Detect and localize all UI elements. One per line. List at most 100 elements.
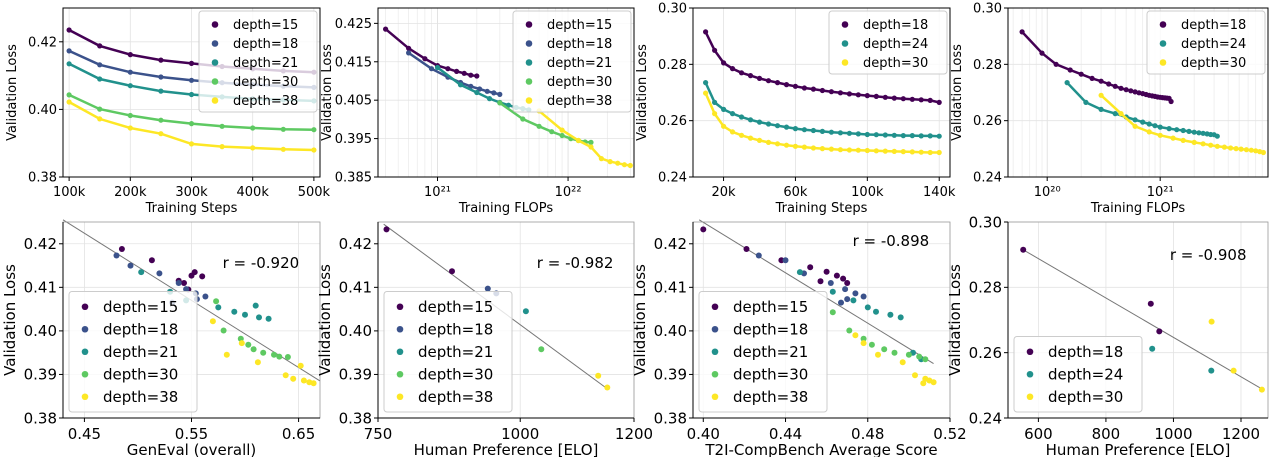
data-point <box>922 356 929 363</box>
data-point <box>801 144 808 150</box>
data-point <box>491 90 497 96</box>
data-point <box>127 83 133 89</box>
data-point <box>881 346 888 353</box>
data-point <box>181 280 187 286</box>
data-point <box>846 327 853 334</box>
data-point <box>756 119 763 125</box>
data-point <box>219 123 225 129</box>
data-point <box>712 47 718 53</box>
y-tick-label: 0.42 <box>28 35 57 50</box>
legend-label: depth=18 <box>733 321 808 339</box>
legend-item: depth=21 <box>211 56 298 71</box>
data-point <box>1208 367 1215 374</box>
chart-panel-5: 0.45 0.55 0.65 0.38 0.39 0.40 0.41 0.42 GenEval … <box>1 219 321 457</box>
data-point <box>936 99 942 105</box>
data-point <box>738 114 745 120</box>
data-point <box>819 87 826 94</box>
y-tick-label: 0.38 <box>654 409 687 427</box>
series-depth=38 <box>209 318 317 387</box>
data-point <box>873 93 879 99</box>
data-point <box>819 128 826 134</box>
x-tick-label: 200k <box>114 185 147 200</box>
data-point <box>1166 126 1172 132</box>
legend-marker <box>211 78 219 85</box>
x-tick-label: 1000 <box>501 425 539 443</box>
data-point <box>703 29 709 35</box>
data-point <box>920 380 927 387</box>
data-point <box>1089 75 1095 81</box>
data-point <box>1200 141 1206 147</box>
legend-item: depth=18 <box>211 37 298 52</box>
data-point <box>852 290 859 297</box>
legend-label: depth=30 <box>1048 388 1123 406</box>
data-point <box>817 278 824 285</box>
data-point <box>588 139 594 145</box>
y-tick-label: 0.41 <box>654 279 687 297</box>
x-axis-label: Training FLOPs <box>1090 201 1186 216</box>
data-point <box>852 332 859 339</box>
data-point <box>828 146 835 152</box>
legend-label: depth=30 <box>733 366 808 384</box>
data-point <box>497 100 503 106</box>
data-point <box>1253 148 1259 154</box>
data-point <box>838 299 844 306</box>
data-point <box>860 340 867 347</box>
data-point <box>721 60 727 66</box>
legend-label: depth=18 <box>418 321 493 339</box>
data-point <box>191 269 198 276</box>
data-point <box>158 88 164 94</box>
data-point <box>774 123 781 129</box>
series-depth=30 <box>1208 318 1265 393</box>
chart-panel-8: 600 800 1000 1200 0.24 0.26 0.28 0.30 Human Pref… <box>946 213 1269 457</box>
legend-label: depth=30 <box>863 56 928 71</box>
y-tick-label: 0.24 <box>969 409 1002 427</box>
data-point <box>721 106 727 112</box>
data-point <box>1039 50 1045 56</box>
legend-marker <box>1159 59 1167 66</box>
data-point <box>827 280 834 286</box>
legend-item: depth=30 <box>81 366 178 384</box>
legend-item: depth=24 <box>841 37 928 52</box>
data-point <box>256 314 262 321</box>
series-depth=30 <box>829 309 929 363</box>
data-point <box>202 293 209 300</box>
legend-label: depth=21 <box>233 56 298 71</box>
data-point <box>66 48 72 54</box>
y-tick-label: 0.24 <box>658 171 687 186</box>
data-point <box>1146 121 1152 127</box>
x-tick-label: 0.52 <box>933 425 966 443</box>
data-point <box>1147 300 1154 307</box>
legend-box <box>512 10 632 113</box>
data-point <box>891 148 897 154</box>
legend-item: depth=18 <box>81 321 178 339</box>
y-tick-label: 0.26 <box>973 114 1002 129</box>
series-depth=15 <box>700 226 851 286</box>
data-point <box>621 162 628 168</box>
legend-item: depth=18 <box>711 321 808 339</box>
data-point <box>219 144 225 150</box>
data-point <box>891 95 897 101</box>
data-point <box>909 96 915 102</box>
data-point <box>846 147 853 153</box>
data-point <box>855 92 861 98</box>
data-point <box>930 379 937 386</box>
series-depth=15 <box>118 246 206 293</box>
data-point <box>875 351 881 358</box>
data-point <box>250 125 256 131</box>
x-tick-label: 100k <box>851 185 884 200</box>
data-point <box>1112 83 1118 89</box>
data-point <box>457 82 464 88</box>
legend-marker <box>211 40 219 47</box>
legend-item: depth=30 <box>1159 56 1246 71</box>
legend-marker <box>1026 348 1034 356</box>
legend-box <box>68 291 198 413</box>
series-depth=30 <box>1098 92 1266 156</box>
correlation-annotation: r = -0.898 <box>853 232 930 250</box>
data-point <box>900 133 906 139</box>
data-point <box>778 257 785 264</box>
series-depth=30 <box>538 346 545 353</box>
data-point <box>559 127 565 133</box>
data-point <box>819 146 826 152</box>
x-tick-label: 10²⁰ <box>1034 185 1061 200</box>
data-point <box>1067 67 1073 73</box>
